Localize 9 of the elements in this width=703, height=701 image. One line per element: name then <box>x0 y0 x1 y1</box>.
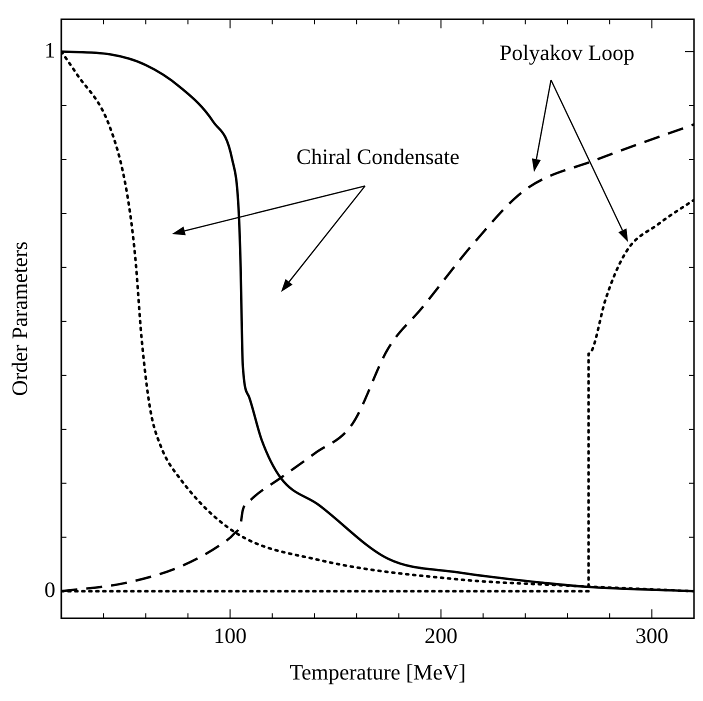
annotation: Polyakov Loop <box>499 40 635 66</box>
y-tick-label: 0 <box>44 577 56 602</box>
y-tick-label: 1 <box>44 37 56 62</box>
x-tick-label: 200 <box>424 623 458 648</box>
y-axis-title: Order Parameters <box>6 241 32 396</box>
x-tick-label: 100 <box>214 623 247 648</box>
annotation: Chiral Condensate <box>296 144 460 170</box>
x-axis-title: Temperature [MeV] <box>290 660 466 685</box>
x-tick-label: 300 <box>635 623 668 648</box>
